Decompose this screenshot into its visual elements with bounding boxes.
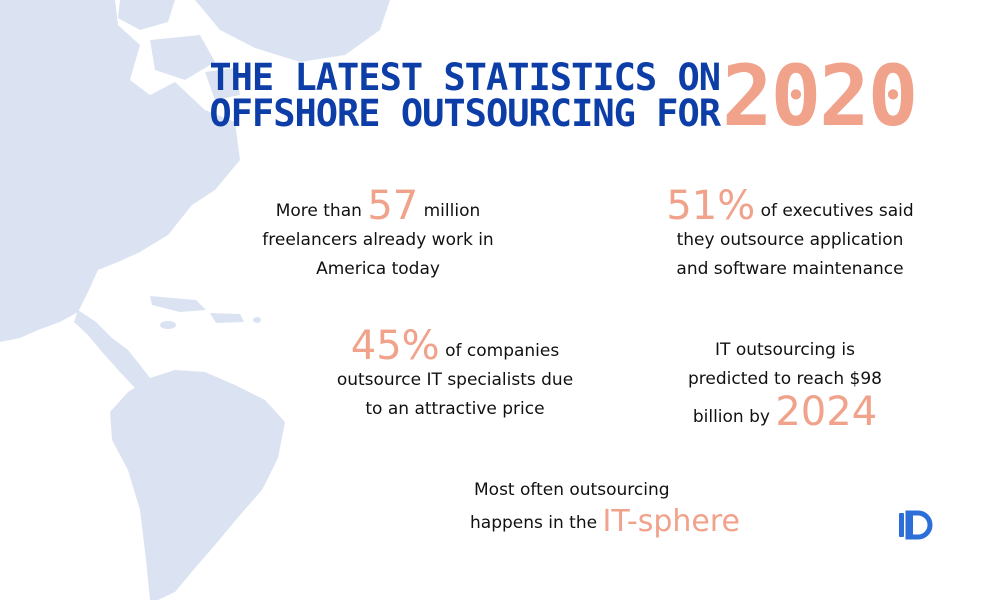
company-logo-icon bbox=[899, 510, 933, 540]
headline: THE LATEST STATISTICS ON OFFSHORE OUTSOU… bbox=[180, 56, 721, 135]
stat-it-market-line-1: IT outsourcing is bbox=[715, 340, 855, 360]
stat-executives-number: 51% bbox=[666, 183, 756, 229]
stat-freelancers-line-3: America today bbox=[316, 259, 440, 279]
stat-it-sphere: Most often outsourcing happens in the IT… bbox=[440, 476, 820, 538]
stat-freelancers-number: 57 bbox=[367, 183, 419, 229]
headline-line-2: OFFSHORE OUTSOURCING FOR bbox=[209, 92, 721, 135]
stat-companies-suffix: of companies bbox=[445, 341, 560, 361]
stat-freelancers: More than 57 million freelancers already… bbox=[228, 186, 528, 284]
stat-it-sphere-line-2: happens in the IT-sphere bbox=[440, 507, 820, 538]
stat-it-market-prefix: billion by bbox=[692, 407, 770, 427]
stat-companies-line-1: 45% of companies bbox=[300, 326, 610, 366]
stat-executives-line-2: they outsource application bbox=[676, 230, 904, 250]
stat-freelancers-line-2: freelancers already work in bbox=[262, 230, 494, 250]
stat-it-sphere-prefix: happens in the bbox=[470, 513, 598, 533]
headline-line-1: THE LATEST STATISTICS ON bbox=[209, 56, 721, 99]
stat-executives-line-3: and software maintenance bbox=[676, 259, 904, 279]
stat-it-sphere-line-1: Most often outsourcing bbox=[474, 480, 670, 500]
stat-executives-suffix: of executives said bbox=[760, 201, 914, 221]
stat-freelancers-prefix: More than bbox=[275, 201, 362, 221]
stat-executives-line-1: 51% of executives said bbox=[640, 186, 940, 226]
stat-it-market-line-3: billion by 2024 bbox=[640, 392, 930, 432]
stat-it-sphere-highlight: IT-sphere bbox=[602, 504, 741, 539]
stat-it-market-line-2: predicted to reach $98 bbox=[688, 369, 882, 389]
stat-companies-number: 45% bbox=[350, 323, 440, 369]
stat-companies-line-2: outsource IT specialists due bbox=[336, 370, 574, 390]
stat-companies: 45% of companies outsource IT specialist… bbox=[300, 326, 610, 424]
stat-it-market-year: 2024 bbox=[775, 389, 878, 435]
stat-companies-line-3: to an attractive price bbox=[365, 399, 545, 419]
headline-year: 2020 bbox=[722, 47, 918, 145]
stat-freelancers-line-1: More than 57 million bbox=[228, 186, 528, 226]
stat-executives: 51% of executives said they outsource ap… bbox=[640, 186, 940, 284]
stat-it-market: IT outsourcing is predicted to reach $98… bbox=[640, 336, 930, 432]
stat-freelancers-suffix: million bbox=[423, 201, 481, 221]
